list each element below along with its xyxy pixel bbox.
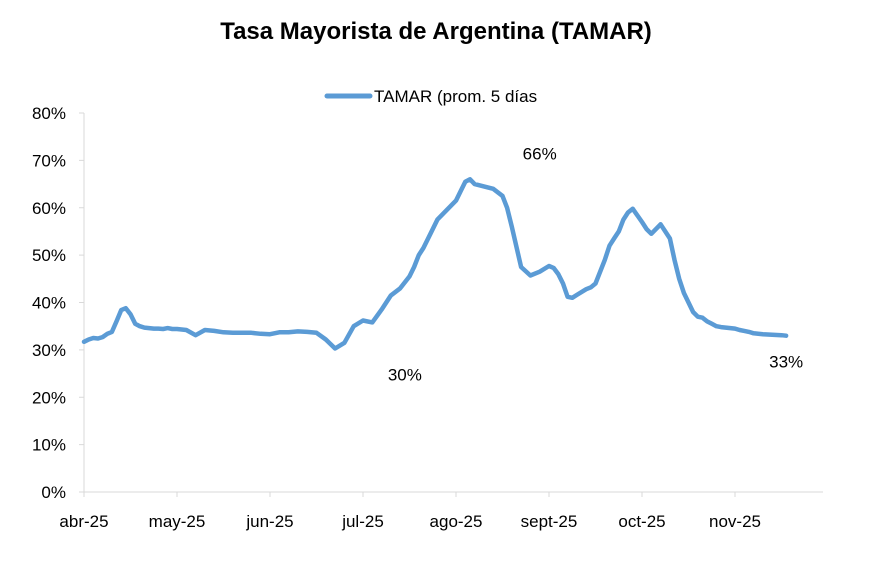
- legend-label: TAMAR (prom. 5 días: [374, 87, 537, 106]
- x-axis-ticks: abr-25 may-25 jun-25 jul-25 ago-25 sept-25 oct…: [59, 492, 761, 531]
- x-tick-label: abr-25: [59, 512, 108, 531]
- series-layer: [81, 177, 789, 351]
- x-tick-label: nov-25: [709, 512, 761, 531]
- y-tick-label: 0%: [41, 483, 66, 502]
- y-tick-label: 70%: [32, 151, 66, 170]
- data-label: 66%: [523, 144, 557, 163]
- y-tick-label: 50%: [32, 246, 66, 265]
- data-labels: 30% 66% 33%: [388, 144, 803, 384]
- y-tick-label: 20%: [32, 388, 66, 407]
- chart-title: Tasa Mayorista de Argentina (TAMAR): [220, 18, 652, 45]
- x-tick-label: sept-25: [521, 512, 578, 531]
- x-tick-label: may-25: [149, 512, 206, 531]
- y-tick-label: 60%: [32, 199, 66, 218]
- y-tick-label: 10%: [32, 436, 66, 455]
- y-axis-ticks: 0% 10% 20% 30% 40% 50% 60% 70% 80%: [32, 104, 84, 502]
- x-tick-label: ago-25: [430, 512, 483, 531]
- y-tick-label: 40%: [32, 294, 66, 313]
- x-tick-label: jul-25: [341, 512, 384, 531]
- y-tick-label: 80%: [32, 104, 66, 123]
- x-tick-label: jun-25: [245, 512, 293, 531]
- data-label: 33%: [769, 353, 803, 372]
- series-line-tamar: [81, 177, 789, 351]
- x-tick-label: oct-25: [618, 512, 665, 531]
- y-tick-label: 30%: [32, 341, 66, 360]
- data-label: 30%: [388, 365, 422, 384]
- legend: TAMAR (prom. 5 días: [324, 87, 537, 106]
